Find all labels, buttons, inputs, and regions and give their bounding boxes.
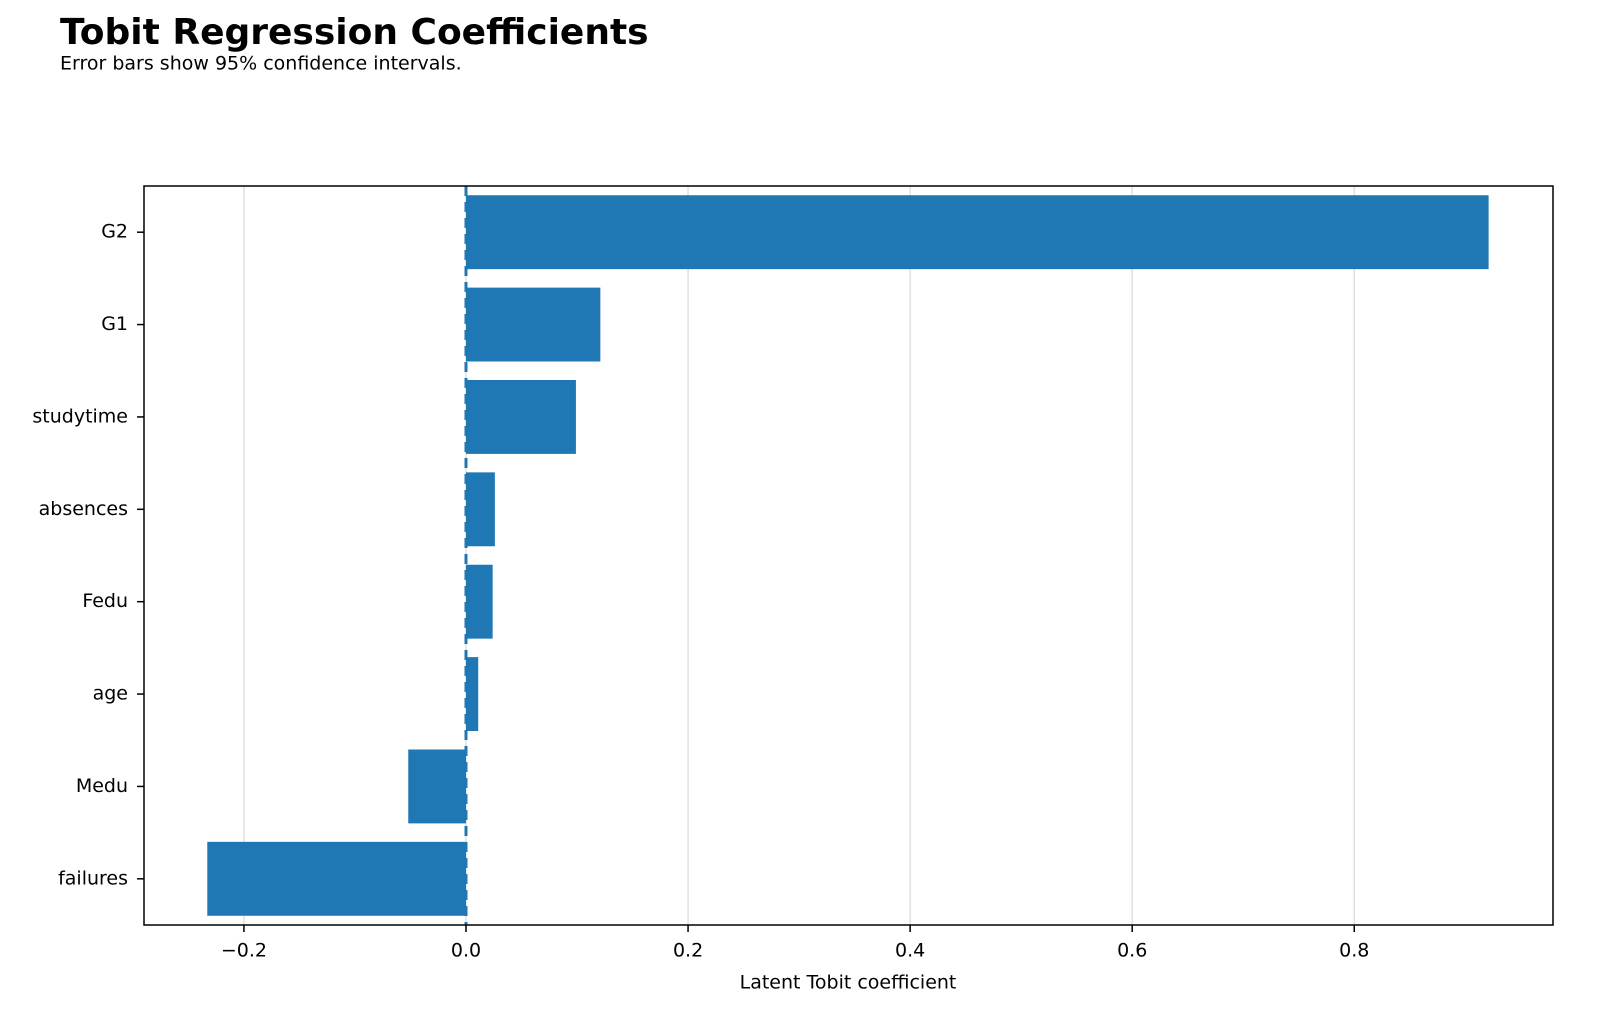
x-tick-label: 0.6 <box>1117 940 1147 962</box>
x-tick-label: −0.2 <box>221 940 267 962</box>
bar <box>465 379 576 454</box>
x-tick-label: 0.0 <box>451 940 481 962</box>
x-axis-label: Latent Tobit coefficient <box>740 972 957 994</box>
chart-title: Tobit Regression Coefficients <box>60 12 649 53</box>
bar <box>207 841 466 916</box>
y-tick-label: failures <box>58 867 128 889</box>
bar <box>465 287 601 362</box>
y-tick-label: G1 <box>101 313 128 335</box>
plot-frame <box>143 185 1554 926</box>
y-tick-label: Fedu <box>82 590 128 612</box>
x-tick-label: 0.2 <box>673 940 703 962</box>
bar <box>465 195 1489 270</box>
y-tick-label: Medu <box>76 775 128 797</box>
bar <box>465 472 495 547</box>
bar <box>408 749 466 824</box>
x-tick-label: 0.8 <box>1339 940 1369 962</box>
y-tick-label: G2 <box>101 221 128 243</box>
y-tick-label: absences <box>39 498 128 520</box>
bar <box>465 564 493 639</box>
y-tick-label: age <box>93 683 128 705</box>
x-tick-label: 0.4 <box>895 940 925 962</box>
bar <box>465 657 479 732</box>
chart-subtitle: Error bars show 95% confidence intervals… <box>60 53 462 75</box>
y-tick-label: studytime <box>32 405 128 427</box>
